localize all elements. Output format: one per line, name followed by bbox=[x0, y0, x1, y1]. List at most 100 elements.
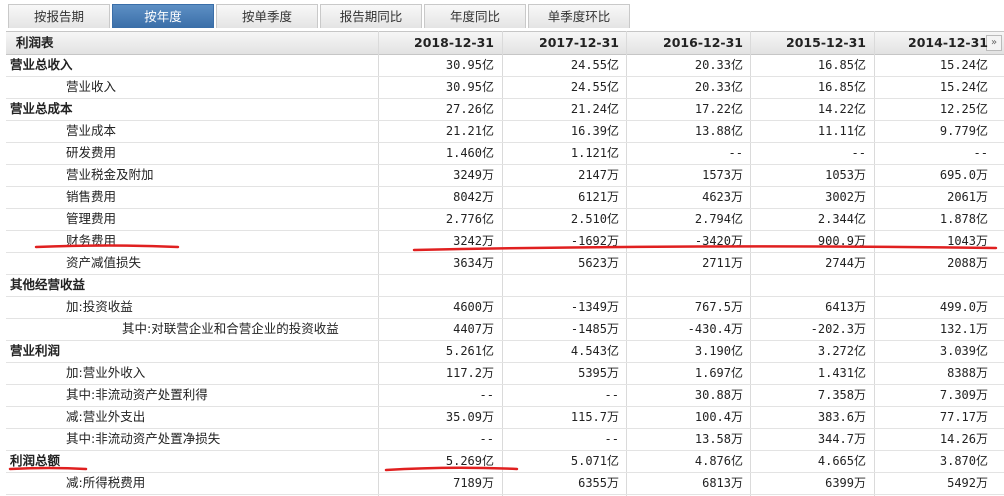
value-cell: 132.1万 bbox=[939, 322, 988, 336]
value-cell: 17.22亿 bbox=[694, 102, 743, 116]
row-label: 销售费用 bbox=[66, 189, 117, 204]
column-header-2[interactable]: 2016-12-31 bbox=[663, 35, 743, 50]
column-header-0[interactable]: 2018-12-31 bbox=[414, 35, 494, 50]
table-row: 营业利润 5.261亿 4.543亿 3.190亿 3.272亿 3.039亿 bbox=[6, 340, 1004, 363]
column-header-1[interactable]: 2017-12-31 bbox=[539, 35, 619, 50]
value-cell: 7189万 bbox=[453, 476, 494, 490]
value-cell: -- bbox=[479, 432, 494, 446]
value-cell: 100.4万 bbox=[694, 410, 743, 424]
value-cell: 3.039亿 bbox=[939, 344, 988, 358]
report-tabs: 按报告期 按年度 按单季度 报告期同比 年度同比 单季度环比 bbox=[0, 0, 1004, 30]
value-cell: 30.88万 bbox=[694, 388, 743, 402]
value-cell: 2.776亿 bbox=[445, 212, 494, 226]
row-label: 资产减值损失 bbox=[66, 255, 142, 270]
row-label: 其中:非流动资产处置净损失 bbox=[66, 431, 221, 446]
value-cell bbox=[502, 274, 619, 296]
value-cell: 4623万 bbox=[702, 190, 743, 204]
value-cell: 24.55亿 bbox=[570, 58, 619, 72]
table-row: 营业总成本 27.26亿 21.24亿 17.22亿 14.22亿 12.25亿 bbox=[6, 98, 1004, 121]
table-row: 其中:非流动资产处置净损失 -- -- 13.58万 344.7万 14.26万 bbox=[6, 428, 1004, 451]
value-cell: -1485万 bbox=[570, 322, 619, 336]
tab-1[interactable]: 按年度 bbox=[112, 4, 214, 28]
value-cell: 13.88亿 bbox=[694, 124, 743, 138]
row-label: 减:所得税费用 bbox=[66, 475, 146, 490]
scroll-right-button[interactable]: » bbox=[986, 35, 1002, 51]
tab-2[interactable]: 按单季度 bbox=[216, 4, 318, 28]
value-cell: 15.24亿 bbox=[939, 58, 988, 72]
value-cell: 695.0万 bbox=[939, 168, 988, 182]
value-cell: 24.55亿 bbox=[570, 80, 619, 94]
value-cell: 9.779亿 bbox=[939, 124, 988, 138]
value-cell: 5492万 bbox=[947, 476, 988, 490]
table-row: 营业收入 30.95亿 24.55亿 20.33亿 16.85亿 15.24亿 bbox=[6, 76, 1004, 99]
value-cell: 3634万 bbox=[453, 256, 494, 270]
tab-4[interactable]: 年度同比 bbox=[424, 4, 526, 28]
column-divider bbox=[626, 31, 627, 496]
value-cell: 6399万 bbox=[825, 476, 866, 490]
value-cell: 4407万 bbox=[453, 322, 494, 336]
value-cell: 6413万 bbox=[825, 300, 866, 314]
value-cell: 16.85亿 bbox=[817, 58, 866, 72]
value-cell: -3420万 bbox=[694, 234, 743, 248]
table-row: 营业税金及附加 3249万 2147万 1573万 1053万 695.0万 bbox=[6, 164, 1004, 187]
value-cell: -1349万 bbox=[570, 300, 619, 314]
value-cell: 12.25亿 bbox=[939, 102, 988, 116]
value-cell: -- bbox=[479, 388, 494, 402]
value-cell: -- bbox=[728, 146, 743, 160]
table-row: 加:投资收益 4600万 -1349万 767.5万 6413万 499.0万 bbox=[6, 296, 1004, 319]
value-cell: 3249万 bbox=[453, 168, 494, 182]
value-cell: 30.95亿 bbox=[445, 80, 494, 94]
value-cell: 2147万 bbox=[578, 168, 619, 182]
value-cell: 2.510亿 bbox=[570, 212, 619, 226]
value-cell: 499.0万 bbox=[939, 300, 988, 314]
row-label: 营业成本 bbox=[66, 123, 117, 138]
value-cell: 6813万 bbox=[702, 476, 743, 490]
value-cell: 2061万 bbox=[947, 190, 988, 204]
column-divider bbox=[378, 31, 379, 496]
column-divider bbox=[874, 31, 875, 496]
table-row: 资产减值损失 3634万 5623万 2711万 2744万 2088万 bbox=[6, 252, 1004, 275]
value-cell: 11.11亿 bbox=[817, 124, 866, 138]
value-cell: 21.21亿 bbox=[445, 124, 494, 138]
value-cell: 5395万 bbox=[578, 366, 619, 380]
table-row: 营业成本 21.21亿 16.39亿 13.88亿 11.11亿 9.779亿 bbox=[6, 120, 1004, 143]
value-cell bbox=[750, 274, 866, 296]
column-header-4[interactable]: 2014-12-31 bbox=[908, 35, 988, 50]
value-cell: 8042万 bbox=[453, 190, 494, 204]
value-cell: -- bbox=[604, 388, 619, 402]
value-cell: 4.876亿 bbox=[694, 454, 743, 468]
value-cell: 3002万 bbox=[825, 190, 866, 204]
table-row: 利润总额 5.269亿 5.071亿 4.876亿 4.665亿 3.870亿 bbox=[6, 450, 1004, 473]
value-cell: 2088万 bbox=[947, 256, 988, 270]
value-cell: -202.3万 bbox=[810, 322, 866, 336]
value-cell: 3.272亿 bbox=[817, 344, 866, 358]
value-cell: -430.4万 bbox=[687, 322, 743, 336]
value-cell: 6355万 bbox=[578, 476, 619, 490]
table-row: 减:所得税费用 7189万 6355万 6813万 6399万 5492万 bbox=[6, 472, 1004, 495]
tab-5[interactable]: 单季度环比 bbox=[528, 4, 630, 28]
value-cell: 1.697亿 bbox=[694, 366, 743, 380]
value-cell: 15.24亿 bbox=[939, 80, 988, 94]
value-cell: 16.85亿 bbox=[817, 80, 866, 94]
tab-0[interactable]: 按报告期 bbox=[8, 4, 110, 28]
value-cell: 2.794亿 bbox=[694, 212, 743, 226]
row-label: 减:营业外支出 bbox=[66, 409, 146, 424]
value-cell: 2744万 bbox=[825, 256, 866, 270]
value-cell: 5.269亿 bbox=[445, 454, 494, 468]
table-title: 利润表 bbox=[16, 35, 54, 50]
value-cell: 5.071亿 bbox=[570, 454, 619, 468]
value-cell: 767.5万 bbox=[694, 300, 743, 314]
row-label: 营业收入 bbox=[66, 79, 117, 94]
row-label: 管理费用 bbox=[66, 211, 117, 226]
tab-3[interactable]: 报告期同比 bbox=[320, 4, 422, 28]
table-row: 其中:非流动资产处置利得 -- -- 30.88万 7.358万 7.309万 bbox=[6, 384, 1004, 407]
value-cell: 4.665亿 bbox=[817, 454, 866, 468]
value-cell: 14.26万 bbox=[939, 432, 988, 446]
value-cell: -1692万 bbox=[570, 234, 619, 248]
value-cell: 1043万 bbox=[947, 234, 988, 248]
row-label: 加:营业外收入 bbox=[66, 365, 146, 380]
value-cell: 3.190亿 bbox=[694, 344, 743, 358]
value-cell: 1573万 bbox=[702, 168, 743, 182]
column-header-3[interactable]: 2015-12-31 bbox=[786, 35, 866, 50]
row-label: 其中:对联营企业和合营企业的投资收益 bbox=[122, 321, 339, 336]
